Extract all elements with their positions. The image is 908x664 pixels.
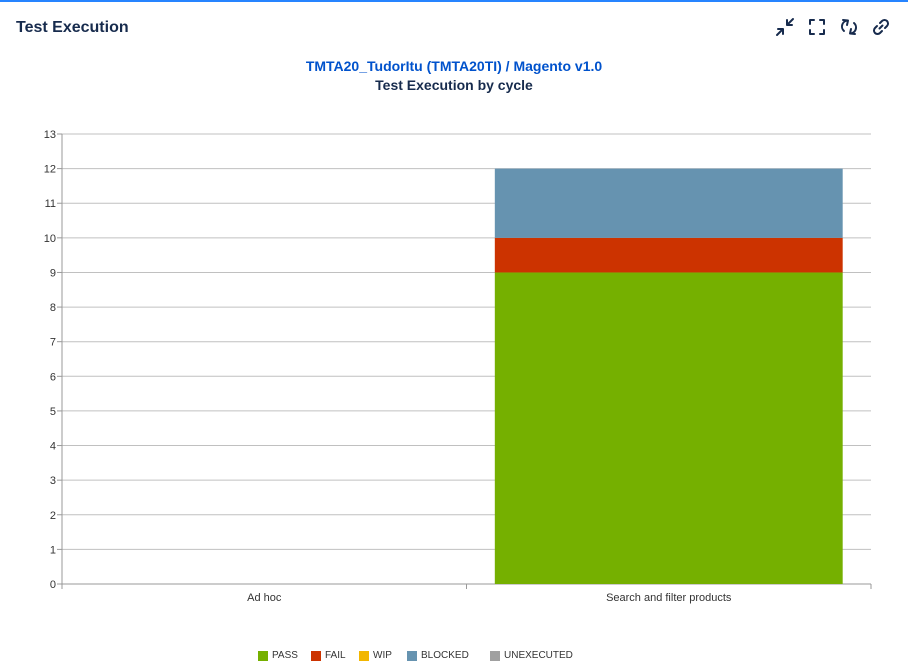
fullscreen-button[interactable]: [806, 16, 828, 38]
legend-swatch: [311, 650, 321, 661]
link-button[interactable]: [870, 16, 892, 38]
bar-blocked[interactable]: [494, 168, 843, 238]
y-tick-label: 8: [50, 302, 56, 314]
bar-fail[interactable]: [494, 237, 843, 273]
legend-item-blocked[interactable]: BLOCKED: [407, 650, 469, 661]
legend-label: WIP: [373, 650, 392, 661]
top-accent-bar: [0, 0, 908, 2]
legend-label: FAIL: [325, 650, 346, 661]
x-tick-label: Search and filter products: [606, 592, 732, 604]
collapse-button[interactable]: [774, 16, 796, 38]
y-tick-label: 11: [45, 198, 56, 210]
chart-legend: PASS FAIL WIP BLOCKED UNEXECUTED: [0, 650, 908, 664]
y-tick-label: 7: [50, 337, 56, 349]
project-link[interactable]: TMTA20_TudorItu (TMTA20TI): [305, 58, 502, 74]
legend-swatch: [258, 650, 268, 661]
y-tick-label: 2: [50, 510, 56, 522]
y-tick-label: 0: [50, 579, 56, 591]
bar-pass[interactable]: [494, 272, 843, 584]
chart-title: Test Execution by cycle: [375, 77, 533, 93]
legend-swatch: [407, 650, 417, 661]
y-tick-label: 1: [50, 544, 56, 556]
legend-item-fail[interactable]: FAIL: [311, 650, 346, 661]
y-tick-label: 10: [44, 233, 56, 245]
chart-heading: TMTA20_TudorItu (TMTA20TI) / Magento v1.…: [0, 57, 908, 95]
legend-label: PASS: [272, 650, 298, 661]
refresh-icon: [840, 19, 858, 35]
legend-swatch: [359, 650, 369, 661]
y-tick-label: 13: [44, 129, 56, 141]
legend-swatch: [490, 650, 500, 661]
legend-item-unexecuted[interactable]: UNEXECUTED: [490, 650, 573, 661]
project-breadcrumb: TMTA20_TudorItu (TMTA20TI) / Magento v1.…: [0, 57, 908, 75]
gadget-toolbar: [774, 16, 892, 38]
legend-label: UNEXECUTED: [504, 650, 573, 661]
y-tick-label: 3: [50, 475, 56, 487]
collapse-icon: [776, 18, 794, 36]
breadcrumb-separator: /: [501, 58, 514, 74]
refresh-button[interactable]: [838, 16, 860, 38]
y-tick-label: 12: [44, 164, 56, 176]
link-icon: [872, 18, 890, 36]
y-tick-label: 4: [50, 441, 56, 453]
gadget-title: Test Execution: [16, 19, 129, 36]
legend-item-wip[interactable]: WIP: [359, 650, 392, 661]
version-link[interactable]: Magento v1.0: [513, 58, 603, 74]
legend-item-pass[interactable]: PASS: [258, 650, 298, 661]
legend-label: BLOCKED: [421, 650, 469, 661]
x-tick-label: Ad hoc: [247, 592, 282, 604]
y-tick-label: 9: [50, 267, 56, 279]
y-tick-label: 5: [50, 406, 56, 418]
fullscreen-icon: [809, 19, 825, 35]
y-tick-label: 6: [50, 371, 56, 383]
